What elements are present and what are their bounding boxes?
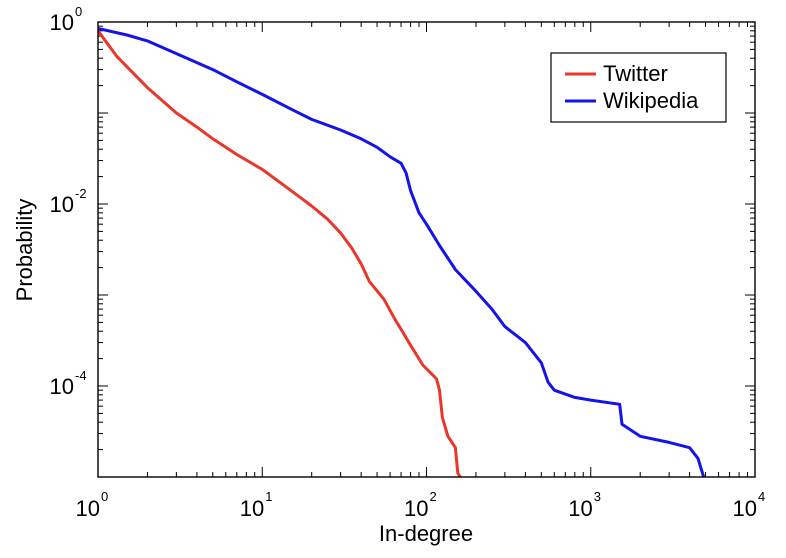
- svg-text:10: 10: [568, 496, 592, 521]
- svg-text:10: 10: [733, 496, 757, 521]
- legend-box: [550, 52, 727, 123]
- svg-text:10: 10: [50, 10, 74, 35]
- legend: Twitter Wikipedia: [550, 52, 727, 123]
- y-tick-label: 10 -4: [50, 368, 87, 399]
- x-tick-label: 10 3: [568, 489, 601, 521]
- svg-text:10: 10: [76, 496, 100, 521]
- y-tick-label: 10 0: [50, 4, 83, 35]
- series-line-twitter: [98, 29, 463, 477]
- x-axis-title: In-degree: [379, 521, 473, 546]
- svg-text:10: 10: [50, 374, 74, 399]
- x-tick-label: 10 1: [240, 489, 273, 521]
- legend-label-twitter: Twitter: [603, 61, 668, 86]
- series-line-wikipedia: [98, 26, 706, 477]
- svg-text:4: 4: [758, 489, 765, 504]
- y-axis-title: Probability: [12, 199, 37, 302]
- svg-text:0: 0: [75, 4, 82, 19]
- x-tick-label: 10 0: [76, 489, 109, 521]
- y-tick-label: 10 -2: [50, 186, 87, 217]
- svg-text:10: 10: [50, 192, 74, 217]
- svg-text:-2: -2: [75, 186, 87, 201]
- svg-text:1: 1: [265, 489, 272, 504]
- svg-text:3: 3: [594, 489, 601, 504]
- series-layer: [98, 26, 706, 477]
- axis-ticks: [97, 22, 755, 478]
- plot-frame: [97, 21, 756, 478]
- legend-label-wikipedia: Wikipedia: [603, 88, 699, 113]
- svg-text:0: 0: [101, 489, 108, 504]
- x-tick-label: 10 2: [404, 489, 437, 521]
- tick-labels: 10 0 10 1 10 2 10 3 10 410 010 -210 -4: [50, 4, 766, 521]
- svg-text:10: 10: [240, 496, 264, 521]
- svg-text:2: 2: [430, 489, 437, 504]
- x-tick-label: 10 4: [733, 489, 766, 521]
- svg-text:-4: -4: [75, 368, 87, 383]
- svg-text:10: 10: [404, 496, 428, 521]
